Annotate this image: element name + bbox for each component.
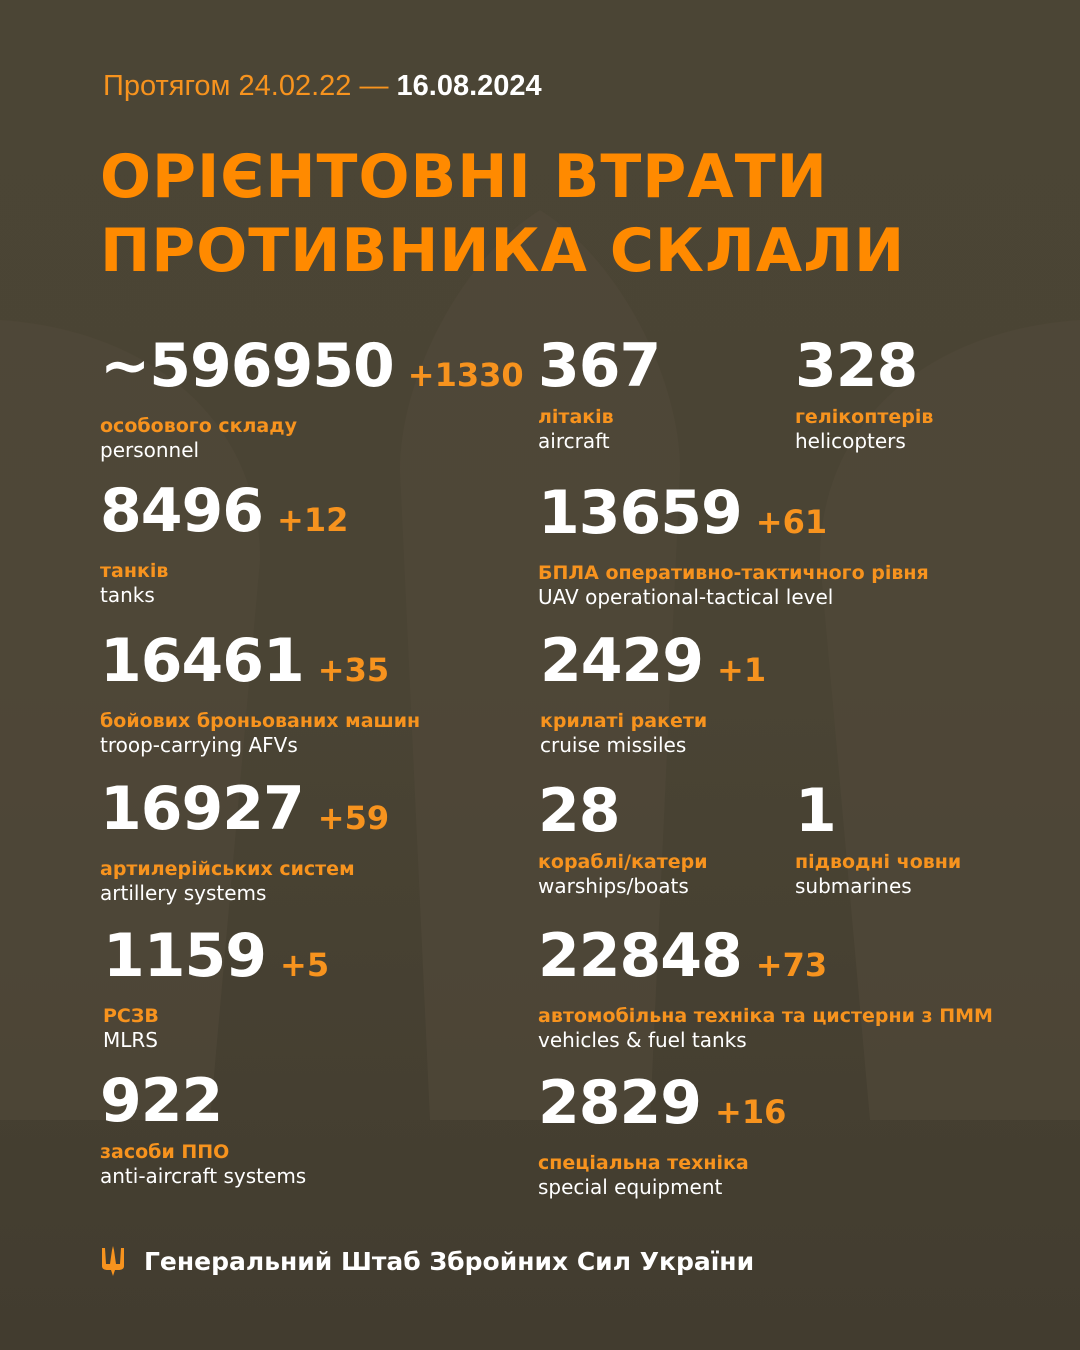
stat-total: 8496 (100, 476, 264, 546)
stat-total: ~596950 (100, 331, 395, 401)
stat-item: 2829 +16 спеціальна техніка special equip… (538, 1072, 786, 1200)
stat-label-en: aircraft (538, 429, 610, 453)
stat-label-ua: спеціальна техніка (538, 1152, 749, 1174)
stat-value: 2829 +16 (538, 1072, 786, 1143)
stat-item: 367 літаків aircraft (538, 335, 661, 454)
stat-item: 16927 +59 артилерійських систем artillery… (100, 778, 389, 906)
stat-value: 922 (100, 1070, 306, 1132)
stat-value: 16927 +59 (100, 778, 389, 849)
stat-total: 328 (795, 331, 918, 401)
stat-value: 1 (795, 780, 961, 842)
stat-label-ua: літаків (538, 406, 614, 428)
title-line-2: ПРОТИВНИКА СКЛАЛИ (100, 216, 906, 286)
stat-label-en: MLRS (103, 1028, 158, 1052)
page-title: ОРІЄНТОВНІ ВТРАТИ ПРОТИВНИКА СКЛАЛИ (100, 140, 905, 288)
stat-label-en: anti-aircraft systems (100, 1164, 307, 1188)
stat-delta: +16 (715, 1093, 787, 1131)
trident-icon (102, 1246, 124, 1276)
stat-item: 922 засоби ППО anti-aircraft systems (100, 1070, 306, 1189)
stat-label-ua: підводні човни (795, 851, 962, 873)
stat-label-ua: бойових броньованих машин (100, 710, 421, 732)
stat-label-ua: кораблі/катери (538, 851, 708, 873)
stat-label-en: cruise missiles (540, 733, 687, 757)
stat-delta: +59 (317, 799, 390, 837)
stat-label-en: artillery systems (100, 881, 267, 905)
stat-total: 1159 (103, 921, 267, 991)
stat-label-ua: автомобільна техніка та цистерни з ПММ (538, 1005, 993, 1027)
stat-label-ua: крилаті ракети (540, 710, 708, 732)
stat-total: 28 (538, 776, 620, 846)
stat-label-en: UAV operational-tactical level (538, 585, 834, 609)
stat-total: 22848 (538, 921, 743, 991)
stat-value: 13659 +61 (538, 482, 929, 553)
stat-label-en: submarines (795, 874, 912, 898)
stat-label-ua: артилерійських систем (100, 858, 355, 880)
stat-value: 328 (795, 335, 933, 397)
stat-item: 28 кораблі/катери warships/boats (538, 780, 708, 899)
stat-delta: +1 (717, 651, 767, 689)
stat-total: 367 (538, 331, 661, 401)
stat-item: 328 гелікоптерів helicopters (795, 335, 933, 454)
stat-delta: +5 (280, 946, 330, 984)
stat-value: 1159 +5 (103, 925, 329, 996)
stat-total: 2829 (538, 1068, 702, 1138)
stat-label-en: tanks (100, 583, 155, 607)
stat-total: 13659 (538, 478, 743, 548)
stat-item: 2429 +1 крилаті ракети cruise missiles (540, 630, 766, 758)
stat-label-en: special equipment (538, 1175, 723, 1199)
stat-delta: +12 (277, 501, 349, 539)
stat-total: 2429 (540, 626, 704, 696)
stat-label-ua: РСЗВ (103, 1005, 159, 1027)
stat-value: 8496 +12 (100, 480, 348, 551)
stat-total: 922 (100, 1066, 223, 1136)
footer-org: Генеральний Штаб Збройних Сил України (144, 1246, 755, 1276)
stat-label-ua: БПЛА оперативно-тактичного рівня (538, 562, 929, 584)
stat-value: ~596950 +1330 (100, 335, 524, 406)
stat-total: 1 (795, 776, 837, 846)
stat-label-en: troop-carrying AFVs (100, 733, 298, 757)
stat-label-en: personnel (100, 438, 200, 462)
stat-delta: +73 (755, 946, 828, 984)
stat-label-en: warships/boats (538, 874, 689, 898)
period: Протягом 24.02.22 — 16.08.2024 (103, 70, 542, 103)
stat-value: 367 (538, 335, 661, 397)
stat-item: ~596950 +1330 особового складу personnel (100, 335, 524, 463)
stat-delta: +61 (755, 503, 828, 541)
stat-item: 13659 +61 БПЛА оперативно-тактичного рівн… (538, 482, 929, 610)
stat-label-ua: засоби ППО (100, 1141, 230, 1163)
stat-total: 16927 (100, 774, 305, 844)
footer: Генеральний Штаб Збройних Сил України (100, 1246, 754, 1276)
stat-value: 28 (538, 780, 708, 842)
stat-label-en: vehicles & fuel tanks (538, 1028, 747, 1052)
stat-item: 8496 +12 танків tanks (100, 480, 348, 608)
stat-item: 1159 +5 РСЗВ MLRS (103, 925, 329, 1053)
stat-item: 16461 +35 бойових броньованих машин troop… (100, 630, 420, 758)
stat-value: 2429 +1 (540, 630, 766, 701)
period-end: 16.08.2024 (396, 70, 542, 102)
stat-label-ua: особового складу (100, 415, 297, 437)
stat-value: 22848 +73 (538, 925, 993, 996)
stat-label-en: helicopters (795, 429, 906, 453)
stat-item: 22848 +73 автомобільна техніка та цистерн… (538, 925, 993, 1053)
stat-value: 16461 +35 (100, 630, 420, 701)
period-start: Протягом 24.02.22 — (103, 70, 389, 102)
title-line-1: ОРІЄНТОВНІ ВТРАТИ (100, 142, 828, 212)
stat-label-ua: танків (100, 560, 169, 582)
stat-delta: +1330 (407, 356, 524, 394)
stat-delta: +35 (317, 651, 390, 689)
stat-label-ua: гелікоптерів (795, 406, 934, 428)
stat-item: 1 підводні човни submarines (795, 780, 961, 899)
stat-total: 16461 (100, 626, 305, 696)
